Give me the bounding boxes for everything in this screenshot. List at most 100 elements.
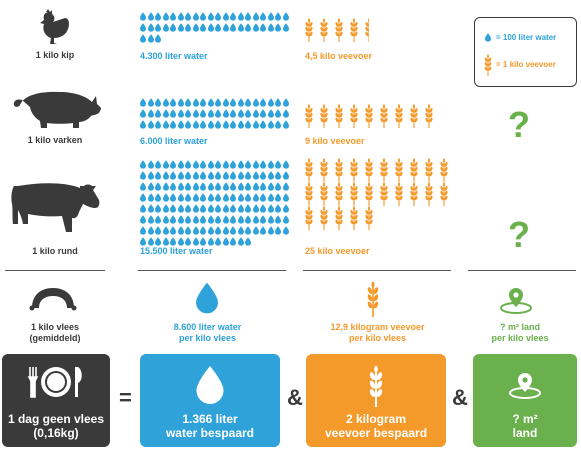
water-drop-icon (253, 215, 259, 224)
water-drop-icon (283, 98, 289, 107)
sausage-icon (29, 288, 77, 311)
average-land: ? m² land per kilo vlees (491, 322, 549, 343)
location-pin-icon (500, 288, 532, 314)
water-drop-icon (140, 160, 146, 169)
water-drop-icon (238, 237, 244, 246)
wheat-icon (410, 104, 418, 128)
water-drop-icon (185, 109, 191, 118)
water-drop-icon (245, 226, 251, 235)
card-land-line1: ? m² (512, 412, 538, 426)
water-drops-pig (140, 98, 290, 131)
wheat-icon (380, 104, 388, 128)
water-drop-icon (163, 120, 169, 129)
water-drop-icon (193, 109, 199, 118)
water-drop-icon (260, 193, 266, 202)
water-drop-icon (253, 182, 259, 191)
water-drop-icon (185, 215, 191, 224)
water-drop-icon (155, 98, 161, 107)
water-drop-icon (238, 171, 244, 180)
water-drop-icon (193, 237, 199, 246)
water-drop-icon (223, 23, 229, 32)
ampersand-1: & (287, 385, 303, 410)
wheat-icon (335, 104, 343, 128)
wheat-icon (365, 158, 373, 182)
water-drop-icon (275, 171, 281, 180)
wheat-icon (410, 158, 418, 182)
water-drop-icon (208, 204, 214, 213)
wheat-icon (350, 104, 358, 128)
water-drops-chicken (140, 12, 290, 45)
water-drop-icon (140, 12, 146, 21)
water-drop-icon (245, 171, 251, 180)
water-drop-icon (155, 215, 161, 224)
water-drop-icon (283, 182, 289, 191)
wheat-icon (320, 158, 328, 182)
wheat-icon (440, 158, 448, 182)
water-drop-icon (178, 98, 184, 107)
label-chicken: 1 kilo kip (35, 50, 75, 60)
water-drop-icon (185, 182, 191, 191)
water-drop-icon (148, 34, 154, 43)
water-drop-icon (268, 98, 274, 107)
water-drop-icon (268, 215, 274, 224)
water-drop-icon (230, 12, 236, 21)
water-drop-icon (230, 120, 236, 129)
water-drop-icon (485, 33, 491, 42)
feed-amount-pig: 9 kilo veevoer (305, 136, 365, 146)
water-drop-icon (208, 23, 214, 32)
water-drop-icon (230, 23, 236, 32)
water-drop-icon (155, 204, 161, 213)
wheat-icon (320, 104, 328, 128)
water-drop-icon (140, 226, 146, 235)
water-drop-icon (230, 109, 236, 118)
water-drop-icon (185, 237, 191, 246)
water-drop-icon (223, 12, 229, 21)
water-drop-icon (185, 120, 191, 129)
water-drop-icon (148, 193, 154, 202)
water-drop-icon (155, 34, 161, 43)
water-drop-icon (185, 160, 191, 169)
water-drop-icon (260, 98, 266, 107)
water-drop-icon (260, 12, 266, 21)
water-drop-icon (275, 226, 281, 235)
water-drop-icon (208, 215, 214, 224)
water-drop-icon (208, 237, 214, 246)
water-drop-icon (170, 237, 176, 246)
water-drop-icon (200, 12, 206, 21)
water-drop-icon (283, 193, 289, 202)
water-drop-icon (245, 12, 251, 21)
water-drop-icon (215, 237, 221, 246)
water-drop-icon (215, 215, 221, 224)
water-drop-icon (208, 182, 214, 191)
water-drop-icon (155, 226, 161, 235)
water-drop-icon (223, 98, 229, 107)
water-drop-icon (193, 182, 199, 191)
pig-icon (13, 91, 101, 128)
card-day-line1: 1 dag geen vlees (7, 412, 105, 426)
water-drop-icon (193, 120, 199, 129)
water-drop-icon (238, 215, 244, 224)
water-drop-icon (185, 12, 191, 21)
water-drop-icon (148, 237, 154, 246)
water-drop-icon (193, 204, 199, 213)
water-drop-icon (268, 23, 274, 32)
water-drop-icon (208, 171, 214, 180)
water-drop-icon (223, 120, 229, 129)
water-amount-cow: 15.500 liter water (140, 246, 213, 256)
water-drop-icon (260, 120, 266, 129)
wheat-icon (369, 365, 383, 407)
water-drop-icon (215, 12, 221, 21)
water-drop-icon (245, 215, 251, 224)
label-pig: 1 kilo varken (27, 135, 83, 145)
water-drop-icon (230, 215, 236, 224)
water-drop-icon (245, 160, 251, 169)
water-drop-icon (148, 204, 154, 213)
wheat-icon (320, 206, 328, 230)
water-drop-icon (140, 171, 146, 180)
water-drop-icon (283, 12, 289, 21)
feed-stalks-chicken (305, 18, 460, 42)
water-drop-icon (193, 226, 199, 235)
water-drop-icon (163, 23, 169, 32)
water-drop-icon (178, 226, 184, 235)
wheat-icon (305, 182, 313, 206)
